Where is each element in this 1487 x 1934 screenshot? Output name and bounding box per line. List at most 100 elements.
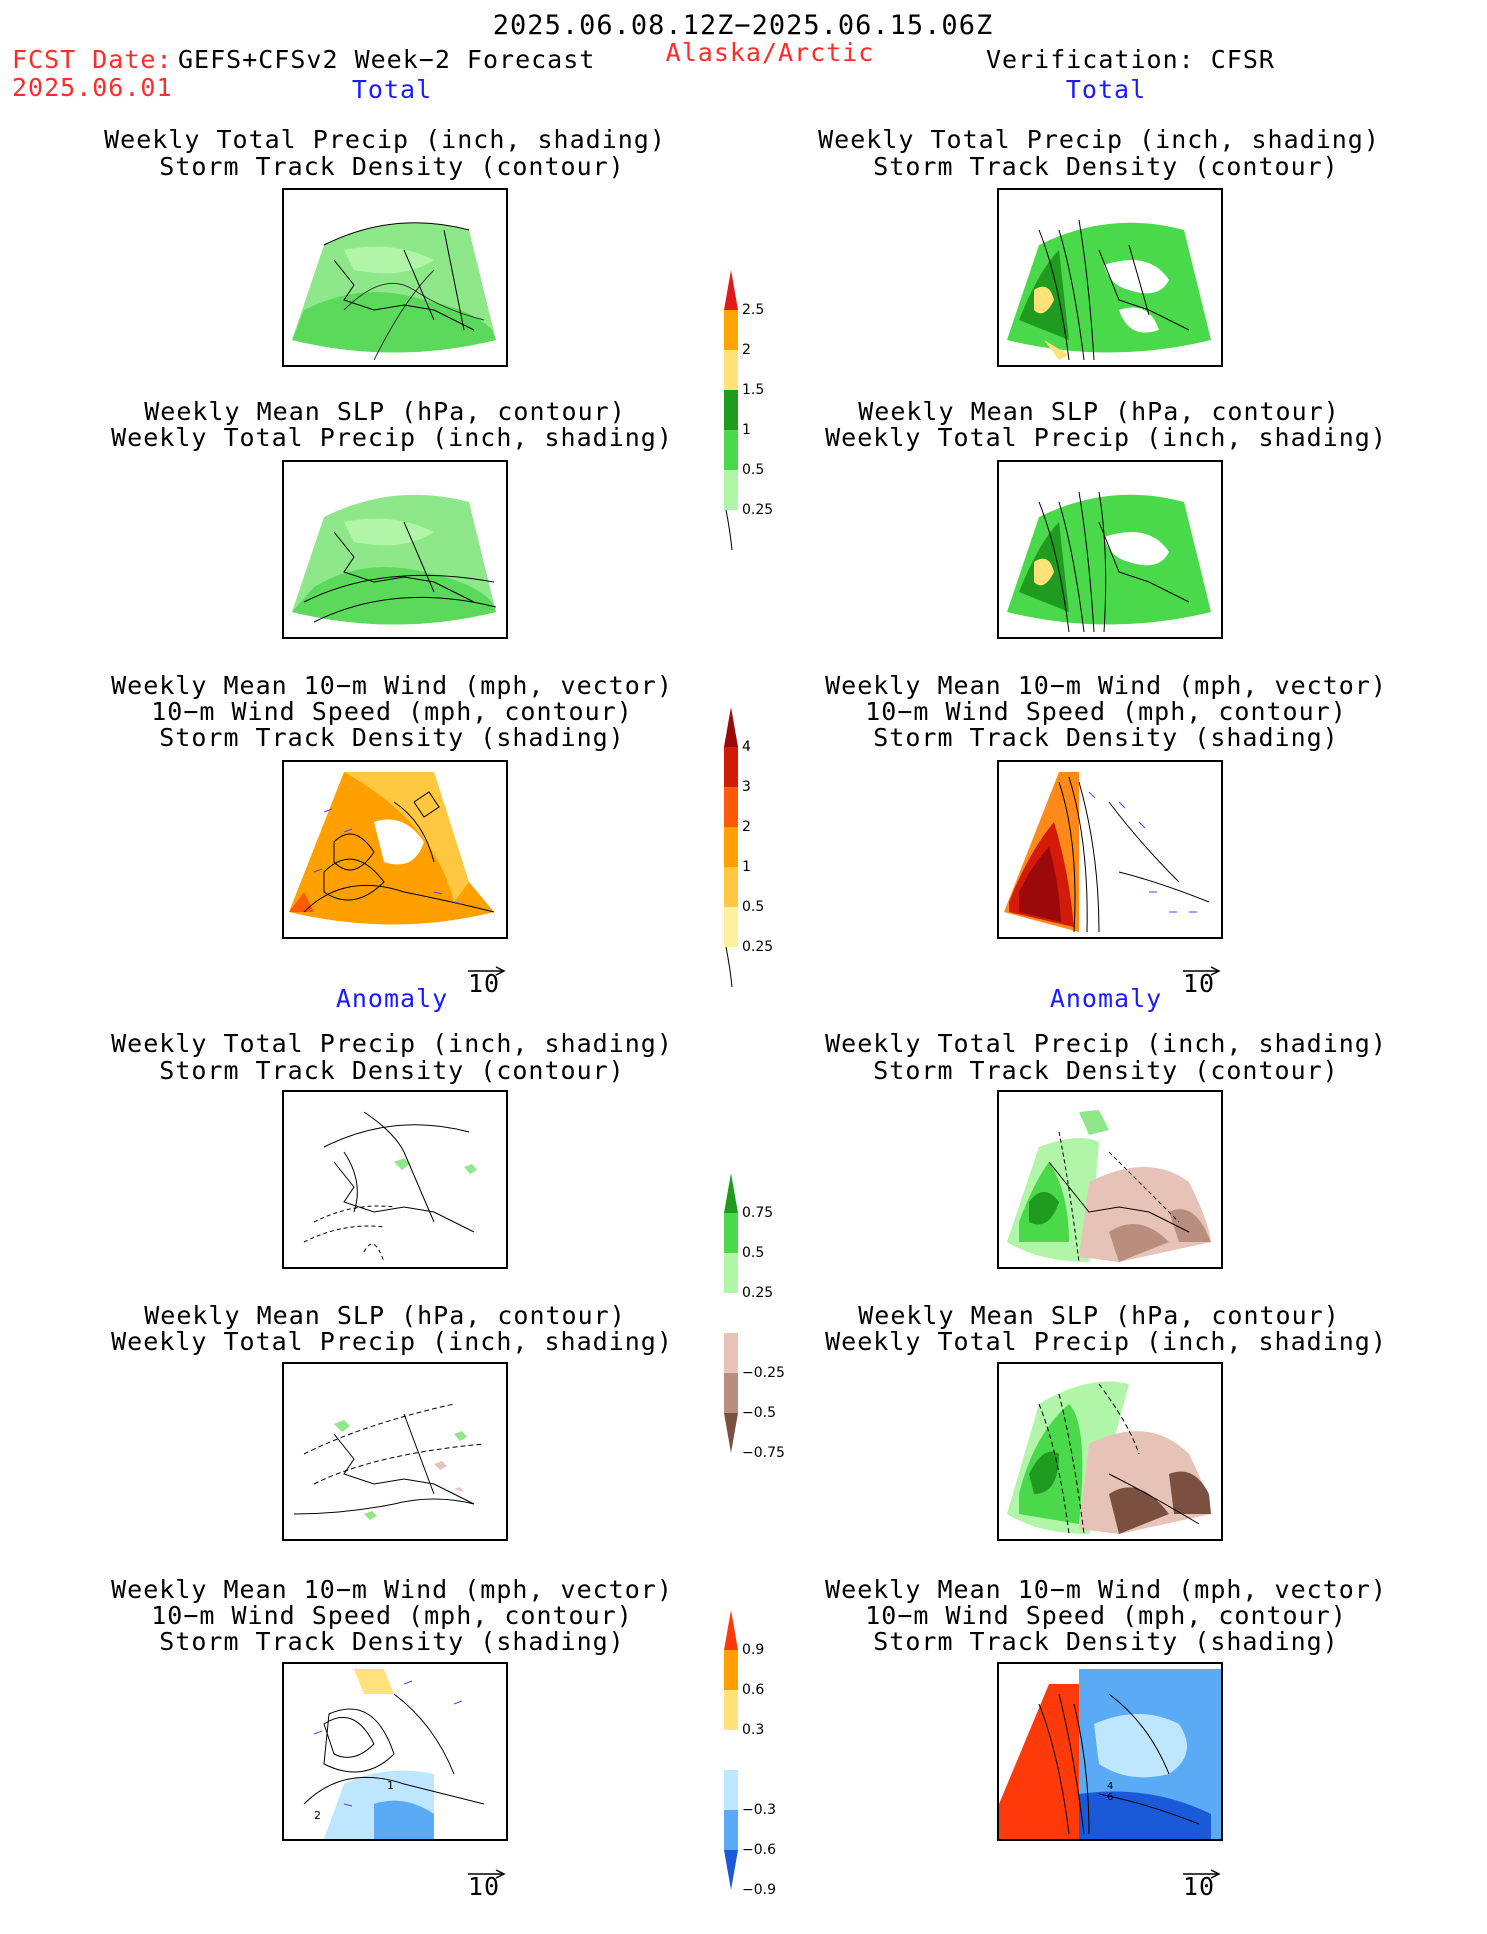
colorbar-label: 0.25: [742, 1285, 774, 1301]
title-r3-left-l3: Storm Track Density (shading): [159, 723, 625, 752]
colorbar-segment: [724, 747, 738, 787]
title-r2-right-l2: Weekly Total Precip (inch, shading): [825, 423, 1387, 452]
colorbar-segment: [724, 1730, 738, 1770]
colorbar-segment: [724, 1213, 738, 1253]
fcst-date-label: FCST Date:: [12, 45, 173, 74]
title-r1-left-l1: Weekly Total Precip (inch, shading): [104, 125, 666, 154]
colorbar-segment: [724, 390, 738, 430]
title-r3-left-l1: Weekly Mean 10−m Wind (mph, vector): [111, 671, 673, 700]
colorbar-storm-anomaly-svg: [724, 1610, 738, 1890]
verification-label: Verification: CFSR: [986, 45, 1275, 74]
section-anomaly-right: Anomaly: [1049, 984, 1163, 1013]
colorbar-label: 1: [742, 859, 751, 875]
colorbar-label: 0.5: [742, 462, 765, 478]
colorbar-segment: [724, 827, 738, 867]
colorbar-label: 0.5: [742, 1245, 765, 1261]
map-slp-precip-forecast: [282, 460, 508, 639]
colorbar-segment: [724, 1253, 738, 1293]
colorbar-precip-total: 2.5 2 1.5 1 0.5 0.25: [724, 270, 773, 594]
vector-ref-label-r3-left: 10: [468, 969, 501, 998]
colorbar-label: 1.5: [742, 382, 765, 398]
title-r1-right-l1: Weekly Total Precip (inch, shading): [818, 125, 1380, 154]
colorbar-storm-anomaly: 0.9 0.6 0.3 −0.3 −0.6 −0.9: [724, 1610, 776, 1934]
colorbar-precip-anomaly: 0.75 0.5 0.25 −0.25 −0.5 −0.75: [724, 1173, 785, 1497]
colorbar-segment: [724, 310, 738, 350]
colorbar-precip-anomaly-svg: [724, 1173, 738, 1453]
fcst-model: GEFS+CFSv2 Week−2 Forecast: [178, 45, 596, 74]
colorbar-segment: [724, 1770, 738, 1810]
arrow-icon: [468, 1869, 506, 1879]
colorbar-label: 2: [742, 819, 751, 835]
colorbar-label: 0.25: [742, 502, 774, 518]
title-r4-left-l1: Weekly Total Precip (inch, shading): [111, 1029, 673, 1058]
section-anomaly-left: Anomaly: [335, 984, 449, 1013]
contour-label-2: 2: [314, 1809, 321, 1822]
colorbar-segment: [724, 430, 738, 470]
colorbar-storm-total: 4 3 2 1 0.5 0.25: [724, 707, 773, 1031]
map-anom-slp-precip-forecast: [282, 1362, 508, 1541]
colorbar-label: −0.6: [742, 1842, 776, 1858]
title-r1-left-l2: Storm Track Density (contour): [159, 152, 625, 181]
colorbar-segment: [724, 1650, 738, 1690]
colorbar-label: 3: [742, 779, 751, 795]
title-r5-left-l1: Weekly Mean SLP (hPa, contour): [144, 1301, 626, 1330]
title-r6-right-l3: Storm Track Density (shading): [873, 1627, 1339, 1656]
section-total-right: Total: [1065, 75, 1147, 104]
section-total-left: Total: [351, 75, 433, 104]
fcst-date: 2025.06.01: [12, 73, 173, 102]
title-r5-right-l1: Weekly Mean SLP (hPa, contour): [858, 1301, 1340, 1330]
contour-label-4: 4: [1107, 1781, 1113, 1792]
colorbar-label: 2: [742, 342, 751, 358]
colorbar-label: 0.5: [742, 899, 765, 915]
colorbar-label: −0.5: [742, 1405, 776, 1421]
colorbar-label: 4: [742, 739, 751, 755]
colorbar-segment: [724, 787, 738, 827]
title-r6-left-l3: Storm Track Density (shading): [159, 1627, 625, 1656]
arrow-icon: [1183, 1869, 1221, 1879]
map-slp-precip-verification: [997, 460, 1223, 639]
title-r3-right-l2: 10−m Wind Speed (mph, contour): [865, 697, 1347, 726]
colorbar-storm-total-svg: [724, 707, 738, 988]
colorbar-label: −0.75: [742, 1445, 785, 1461]
colorbar-label: 2.5: [742, 302, 765, 318]
map-anom-precip-storm-verification: [997, 1090, 1223, 1269]
colorbar-segment: [724, 907, 738, 947]
vector-ref-label-r6-right: 10: [1183, 1872, 1216, 1901]
map-wind-storm-forecast: [282, 760, 508, 939]
map-anom-wind-storm-forecast: 2 1: [282, 1662, 508, 1841]
colorbar-tip-top: [724, 707, 738, 747]
vector-ref-label-r6-left: 10: [468, 1872, 501, 1901]
map-total-precip-storm-verification: [997, 188, 1223, 367]
title-r6-right-l1: Weekly Mean 10−m Wind (mph, vector): [825, 1575, 1387, 1604]
colorbar-tip-bottom: [724, 1850, 738, 1890]
vector-ref-r6-left: [468, 1865, 508, 1884]
contour-label-1: 1: [387, 1779, 394, 1792]
title-r2-left-l1: Weekly Mean SLP (hPa, contour): [144, 397, 626, 426]
map-anom-precip-storm-forecast: [282, 1090, 508, 1269]
colorbar-segment: [724, 470, 738, 510]
map-anom-wind-storm-verification: 4 6: [997, 1662, 1223, 1841]
vector-ref-r3-left: [468, 962, 508, 981]
colorbar-segment: [724, 350, 738, 390]
colorbar-label: 0.9: [742, 1642, 765, 1658]
colorbar-label: 0.25: [742, 939, 774, 955]
title-r3-right-l1: Weekly Mean 10−m Wind (mph, vector): [825, 671, 1387, 700]
colorbar-label: 0.75: [742, 1205, 774, 1221]
colorbar-segment: [724, 1293, 738, 1333]
colorbar-tip-top: [724, 1610, 738, 1650]
colorbar-label: 0.3: [742, 1722, 765, 1738]
title-r6-left-l1: Weekly Mean 10−m Wind (mph, vector): [111, 1575, 673, 1604]
colorbar-label: −0.25: [742, 1365, 785, 1381]
colorbar-segment: [724, 1690, 738, 1730]
colorbar-label: 1: [742, 422, 751, 438]
colorbar-tail: [725, 509, 733, 551]
title-r6-left-l2: 10−m Wind Speed (mph, contour): [151, 1601, 633, 1630]
arrow-icon: [1183, 966, 1221, 976]
colorbar-tip-top: [724, 270, 738, 310]
title-r2-right-l1: Weekly Mean SLP (hPa, contour): [858, 397, 1340, 426]
title-r3-left-l2: 10−m Wind Speed (mph, contour): [151, 697, 633, 726]
map-anom-slp-precip-verification: [997, 1362, 1223, 1541]
colorbar-tip-top: [724, 1173, 738, 1213]
colorbar-label: −0.3: [742, 1802, 776, 1818]
colorbar-tail: [725, 946, 733, 988]
